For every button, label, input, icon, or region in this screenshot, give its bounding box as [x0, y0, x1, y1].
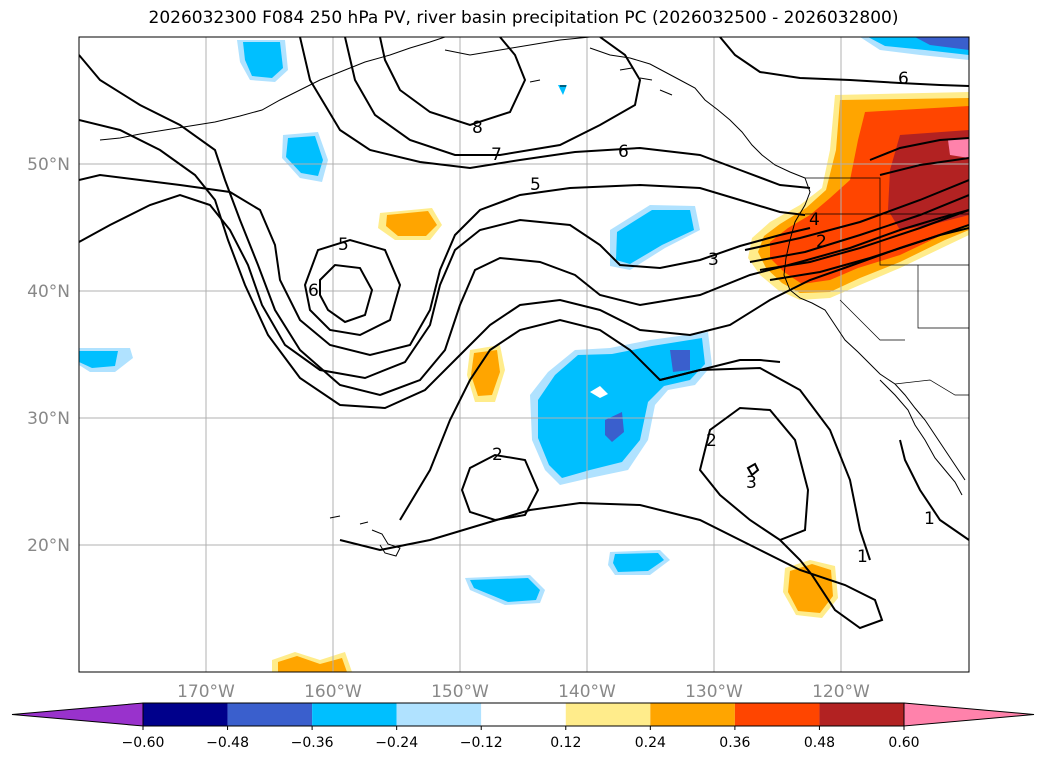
contour-label: 4 [809, 210, 820, 230]
precip-fill-layer [79, 37, 969, 672]
contour-label: 6 [898, 69, 909, 89]
colorbar-label: 0.24 [635, 735, 666, 751]
colorbar-cell [481, 703, 566, 726]
contour-label: 3 [746, 473, 757, 493]
lon-label: 160°W [304, 682, 362, 702]
colorbar-cell [312, 703, 397, 726]
contour-label: 1 [924, 509, 935, 529]
contour-label: 3 [708, 250, 719, 270]
colorbar-cell [565, 703, 651, 726]
colorbar-cell [734, 703, 820, 726]
colorbar-cell [227, 703, 313, 726]
colorbar-label: −0.36 [291, 735, 334, 751]
contour-label: 1 [857, 547, 868, 567]
colorbar-label: −0.60 [122, 735, 165, 751]
lon-label: 140°W [558, 682, 616, 702]
contour-label: 6 [308, 281, 319, 301]
lat-label: 30°N [27, 409, 70, 429]
colorbar-label: 0.36 [719, 735, 750, 751]
colorbar-cell [819, 703, 904, 726]
colorbar-label: 0.12 [550, 735, 581, 751]
colorbar-label: −0.12 [460, 735, 503, 751]
contour-label: 5 [338, 235, 349, 255]
contour-label: 2 [706, 431, 717, 451]
colorbar-outline [142, 702, 905, 727]
lon-label: 130°W [685, 682, 743, 702]
colorbar: −0.60 −0.48 −0.36 −0.24 −0.12 0.12 0.24 0.36 0.4… [11, 702, 1035, 751]
colorbar-extend-low [11, 702, 144, 727]
latitude-labels: 50°N 40°N 30°N 20°N [27, 155, 70, 556]
contour-label: 2 [816, 232, 827, 252]
coastlines [99, 37, 966, 557]
lat-label: 40°N [27, 282, 70, 302]
lon-label: 120°W [812, 682, 870, 702]
colorbar-cell [650, 703, 735, 726]
contour-label: 2 [492, 445, 503, 465]
contour-label: 6 [618, 142, 629, 162]
pv-contours [79, 37, 969, 630]
colorbar-extend-high [903, 702, 1035, 727]
colorbar-cell [143, 703, 228, 726]
contour-label: 7 [491, 145, 502, 165]
colorbar-label: −0.48 [206, 735, 249, 751]
lat-label: 50°N [27, 155, 70, 175]
colorbar-label: 0.60 [888, 735, 919, 751]
contour-label: 8 [472, 118, 483, 138]
contour-labels: 8 7 6 6 5 5 6 4 2 3 2 2 3 1 1 [308, 69, 935, 567]
colorbar-label: −0.24 [375, 735, 418, 751]
longitude-labels: 170°W 160°W 150°W 140°W 130°W 120°W [177, 682, 870, 702]
map-title: 2026032300 F084 250 hPa PV, river basin … [148, 8, 899, 28]
colorbar-cell [396, 703, 482, 726]
political-borders [805, 177, 969, 396]
colorbar-label: 0.48 [804, 735, 835, 751]
lon-label: 150°W [431, 682, 489, 702]
contour-label: 5 [530, 175, 541, 195]
lat-label: 20°N [27, 536, 70, 556]
lon-label: 170°W [177, 682, 235, 702]
map-frame [78, 36, 970, 673]
